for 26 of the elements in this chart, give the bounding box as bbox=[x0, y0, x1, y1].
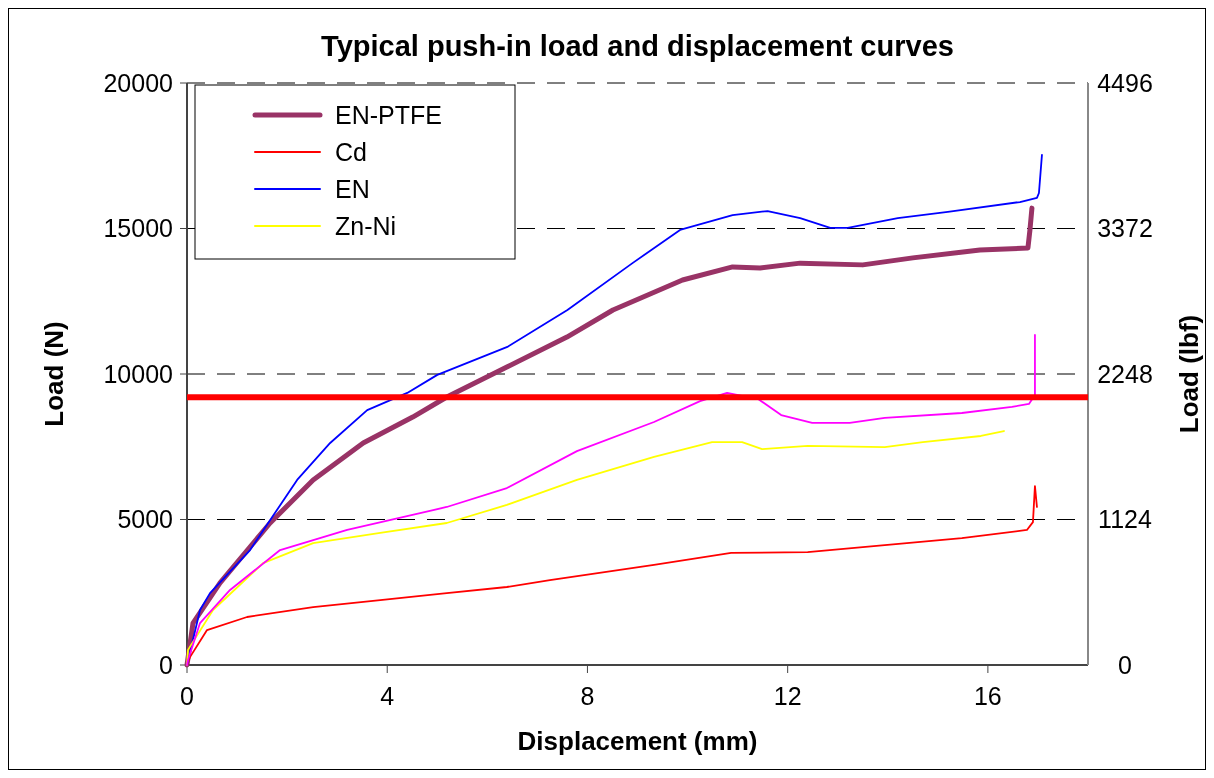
y2-tick-label: 4496 bbox=[1097, 68, 1153, 97]
x-tick-label: 16 bbox=[973, 682, 1002, 710]
y-tick-label: 5000 bbox=[117, 505, 173, 534]
y-axis-title: Load (N) bbox=[39, 321, 69, 427]
y2-tick-label: 3372 bbox=[1097, 214, 1153, 243]
x-tick-label: 12 bbox=[773, 682, 802, 710]
y2-tick-label: 1124 bbox=[1098, 505, 1152, 534]
y-tick-label: 20000 bbox=[103, 68, 173, 97]
y-tick-label: 0 bbox=[159, 650, 173, 679]
y-tick-label: 15000 bbox=[103, 214, 173, 243]
legend-label: Cd bbox=[335, 137, 367, 166]
y2-axis-title: Load (lbf) bbox=[1174, 314, 1204, 434]
y-tick-label: 10000 bbox=[103, 359, 173, 388]
y2-tick-label: 0 bbox=[1118, 650, 1132, 679]
x-tick-label: 8 bbox=[580, 682, 595, 710]
legend-label: EN-PTFE bbox=[335, 100, 442, 129]
legend-label: Zn-Ni bbox=[335, 211, 397, 240]
x-tick-label: 4 bbox=[380, 682, 395, 710]
line-series bbox=[186, 430, 1005, 666]
line-series bbox=[186, 485, 1038, 666]
x-tick-label: 0 bbox=[180, 682, 194, 710]
x-axis-title: Displacement (mm) bbox=[517, 726, 758, 756]
chart-title: Typical push-in load and displacement curves bbox=[321, 30, 954, 62]
line-series bbox=[186, 334, 1036, 666]
legend-label: EN bbox=[335, 174, 370, 203]
y2-tick-label: 2248 bbox=[1097, 359, 1153, 388]
